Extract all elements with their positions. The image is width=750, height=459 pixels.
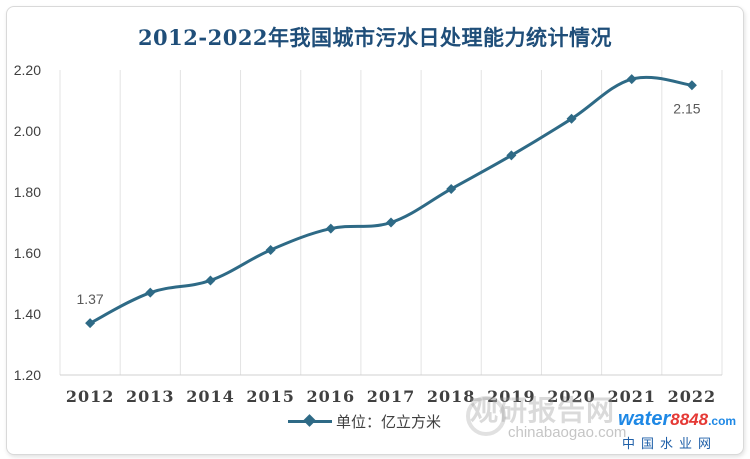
- chart-frame: [6, 6, 744, 455]
- data-point-marker: [85, 318, 96, 329]
- x-axis: 2012 2013 2014 2015 2016 2017 2018 2019 2020 2021…: [66, 387, 717, 406]
- series-layer: [85, 74, 697, 329]
- y-tick-label: 2.20: [14, 62, 41, 78]
- chart-title: 2012-2022年我国城市污水日处理能力统计情况: [137, 25, 613, 50]
- data-point-marker: [446, 183, 457, 194]
- x-tick-label: 2013: [126, 387, 175, 406]
- y-tick-label: 1.80: [14, 184, 41, 200]
- x-tick-label: 2021: [607, 387, 656, 406]
- data-point-marker: [686, 80, 697, 91]
- y-axis: 1.20 1.40 1.60 1.80 2.00 2.20: [14, 62, 41, 383]
- data-label: 2.15: [673, 100, 700, 116]
- data-point-marker: [566, 113, 577, 124]
- x-tick-label: 2018: [427, 387, 476, 406]
- x-tick-label: 2012: [66, 387, 115, 406]
- y-tick-label: 1.20: [14, 367, 41, 383]
- data-labels: 1.37 2.15: [76, 100, 700, 307]
- data-point-marker: [265, 244, 276, 255]
- x-tick-label: 2022: [668, 387, 717, 406]
- data-label: 1.37: [76, 291, 103, 307]
- watermark-logo-icon: [466, 396, 506, 436]
- y-tick-label: 1.40: [14, 306, 41, 322]
- legend: 单位：亿立方米: [288, 411, 441, 431]
- water8848-subtitle: 中国水业网: [622, 437, 718, 452]
- x-tick-label: 2017: [367, 387, 416, 406]
- water8848-logo: water8848.com: [618, 408, 737, 430]
- data-point-marker: [626, 74, 637, 85]
- x-tick-label: 2014: [186, 387, 235, 406]
- data-point-marker: [205, 275, 216, 286]
- x-tick-label: 2016: [307, 387, 356, 406]
- watermark-url: chinabaogao.com: [508, 424, 627, 441]
- data-point-marker: [386, 217, 396, 228]
- data-point-marker: [325, 223, 336, 234]
- data-point-marker: [506, 150, 517, 161]
- legend-line-diamond-icon: [288, 414, 332, 428]
- y-tick-label: 2.00: [14, 123, 41, 139]
- watermark-text: 观研报告网: [470, 394, 616, 427]
- x-tick-label: 2015: [246, 387, 295, 406]
- gridlines: [59, 70, 723, 376]
- data-point-marker: [145, 287, 156, 298]
- y-tick-label: 1.60: [14, 245, 41, 261]
- x-tick-label: 2020: [547, 387, 596, 406]
- legend-label: 单位：亿立方米: [336, 412, 442, 431]
